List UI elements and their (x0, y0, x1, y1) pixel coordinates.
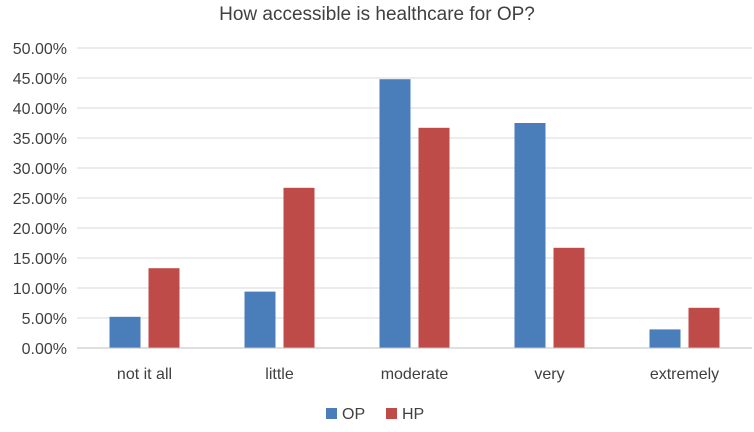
y-tick-label: 40.00% (13, 101, 67, 118)
x-tick-label: little (265, 366, 294, 383)
chart-title: How accessible is healthcare for OP? (219, 4, 535, 25)
y-tick-label: 35.00% (13, 131, 67, 148)
bar-op-extremely (649, 329, 681, 348)
x-tick-label: not it all (117, 366, 172, 383)
bar-op-very (514, 123, 546, 348)
bar-hp-moderate (418, 127, 450, 348)
bar-op-not-it-all (109, 316, 141, 348)
y-axis-ticks: 0.00% 5.00% 10.00% 15.00% 20.00% 25.00% 30.00%… (13, 41, 67, 358)
y-tick-label: 5.00% (22, 311, 67, 328)
y-tick-label: 50.00% (13, 41, 67, 58)
bar-op-moderate (379, 79, 411, 348)
y-tick-label: 25.00% (13, 191, 67, 208)
y-tick-label: 20.00% (13, 221, 67, 238)
legend-label-hp: HP (402, 406, 424, 423)
bar-op-little (244, 291, 276, 348)
x-tick-label: moderate (381, 366, 449, 383)
gridlines (77, 47, 752, 319)
y-tick-label: 45.00% (13, 71, 67, 88)
bars (109, 79, 720, 348)
y-tick-label: 30.00% (13, 161, 67, 178)
legend-label-op: OP (342, 406, 365, 423)
bar-hp-not-it-all (148, 268, 180, 348)
bar-hp-extremely (688, 307, 720, 348)
x-tick-label: extremely (650, 366, 719, 383)
y-tick-label: 15.00% (13, 251, 67, 268)
x-tick-label: very (534, 366, 564, 383)
legend: OP HP (326, 406, 424, 423)
x-axis-ticks: not it all little moderate very extremely (117, 366, 719, 383)
y-tick-label: 0.00% (22, 341, 67, 358)
bar-hp-very (553, 247, 585, 348)
legend-swatch-op (326, 408, 337, 419)
y-tick-label: 10.00% (13, 281, 67, 298)
bar-hp-little (283, 187, 315, 348)
legend-swatch-hp (386, 408, 397, 419)
